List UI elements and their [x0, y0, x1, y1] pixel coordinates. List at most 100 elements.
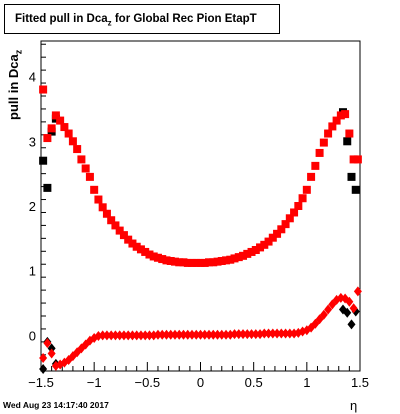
chart-title-subscript: z — [107, 18, 112, 28]
data-point — [205, 258, 214, 267]
data-point — [128, 239, 137, 248]
data-point — [324, 129, 333, 138]
data-point — [343, 307, 352, 318]
data-point — [243, 249, 252, 258]
data-point — [345, 129, 354, 138]
data-point — [209, 329, 218, 340]
data-point — [343, 137, 352, 146]
data-point — [102, 330, 111, 341]
data-point — [47, 348, 56, 359]
series-square-black — [39, 108, 360, 194]
data-point — [217, 257, 226, 265]
x-tick-label: −1 — [87, 375, 102, 390]
data-point — [209, 258, 218, 267]
data-point — [273, 328, 282, 339]
data-point — [302, 185, 311, 194]
data-point — [290, 208, 299, 217]
data-point — [268, 233, 277, 242]
y-tick-label: 2 — [29, 199, 36, 214]
data-point — [196, 329, 205, 340]
series-diamond-red — [39, 286, 362, 371]
data-point — [183, 258, 192, 267]
data-point — [336, 111, 345, 120]
data-point — [107, 330, 116, 341]
data-point — [315, 148, 324, 157]
data-point — [81, 164, 90, 173]
data-point — [251, 246, 260, 254]
data-point — [256, 243, 265, 252]
data-point — [247, 329, 256, 340]
data-point — [170, 329, 179, 340]
x-tick-label: 0 — [197, 375, 204, 390]
data-point — [349, 155, 358, 164]
data-point — [102, 209, 111, 218]
data-point — [132, 330, 141, 341]
chart-title-main: Fitted pull in Dca — [15, 13, 108, 25]
data-point — [179, 258, 188, 267]
data-point — [98, 203, 107, 212]
data-point — [277, 225, 286, 234]
data-point — [85, 172, 94, 181]
data-point — [328, 122, 337, 131]
data-point — [319, 138, 328, 147]
data-point — [175, 258, 184, 267]
data-point — [153, 253, 162, 262]
data-point — [90, 185, 99, 194]
data-point — [111, 221, 120, 230]
data-point — [107, 216, 116, 225]
x-axis-label: η — [350, 398, 358, 413]
data-point — [56, 116, 65, 125]
data-point — [77, 155, 86, 164]
data-point — [124, 235, 133, 244]
data-point — [222, 256, 231, 265]
data-point — [281, 220, 290, 229]
data-point — [98, 330, 107, 341]
data-point — [196, 258, 205, 267]
data-point — [145, 250, 154, 259]
y-tick-label: 1 — [29, 264, 36, 279]
data-point — [115, 226, 124, 235]
x-tick-label: −0.5 — [134, 375, 160, 390]
data-point — [136, 245, 145, 254]
data-point — [141, 247, 150, 256]
data-point — [39, 364, 48, 375]
data-point — [226, 255, 235, 264]
data-point — [298, 194, 307, 203]
data-point — [43, 134, 52, 143]
data-point — [277, 328, 286, 339]
data-point — [132, 242, 141, 251]
data-point — [166, 257, 175, 265]
data-point — [43, 338, 52, 349]
data-point — [200, 329, 209, 340]
data-point — [128, 330, 137, 341]
y-axis-label: pull in Dcaz — [6, 50, 24, 120]
y-tick-label: 3 — [29, 134, 36, 149]
data-point — [187, 258, 196, 267]
data-point — [234, 329, 243, 340]
data-point — [119, 330, 128, 341]
data-point — [192, 258, 201, 267]
data-point — [136, 330, 145, 341]
data-point — [341, 110, 350, 119]
data-series — [39, 85, 362, 375]
data-point — [347, 172, 356, 181]
data-point — [353, 286, 362, 297]
data-point — [217, 329, 226, 340]
data-point — [200, 258, 209, 267]
data-point — [192, 329, 201, 340]
data-point — [205, 329, 214, 340]
data-point — [153, 329, 162, 340]
data-point — [239, 251, 248, 260]
data-point — [347, 319, 356, 330]
plot-frame — [40, 40, 361, 372]
data-point — [68, 137, 77, 146]
data-point — [175, 329, 184, 340]
data-point — [213, 329, 222, 340]
data-point — [264, 237, 273, 246]
data-point — [149, 252, 158, 261]
data-point — [162, 256, 171, 265]
data-point — [332, 116, 341, 125]
data-point — [39, 353, 48, 364]
chart-title: Fitted pull in Dcaz for Global Rec Pion … — [15, 13, 257, 27]
